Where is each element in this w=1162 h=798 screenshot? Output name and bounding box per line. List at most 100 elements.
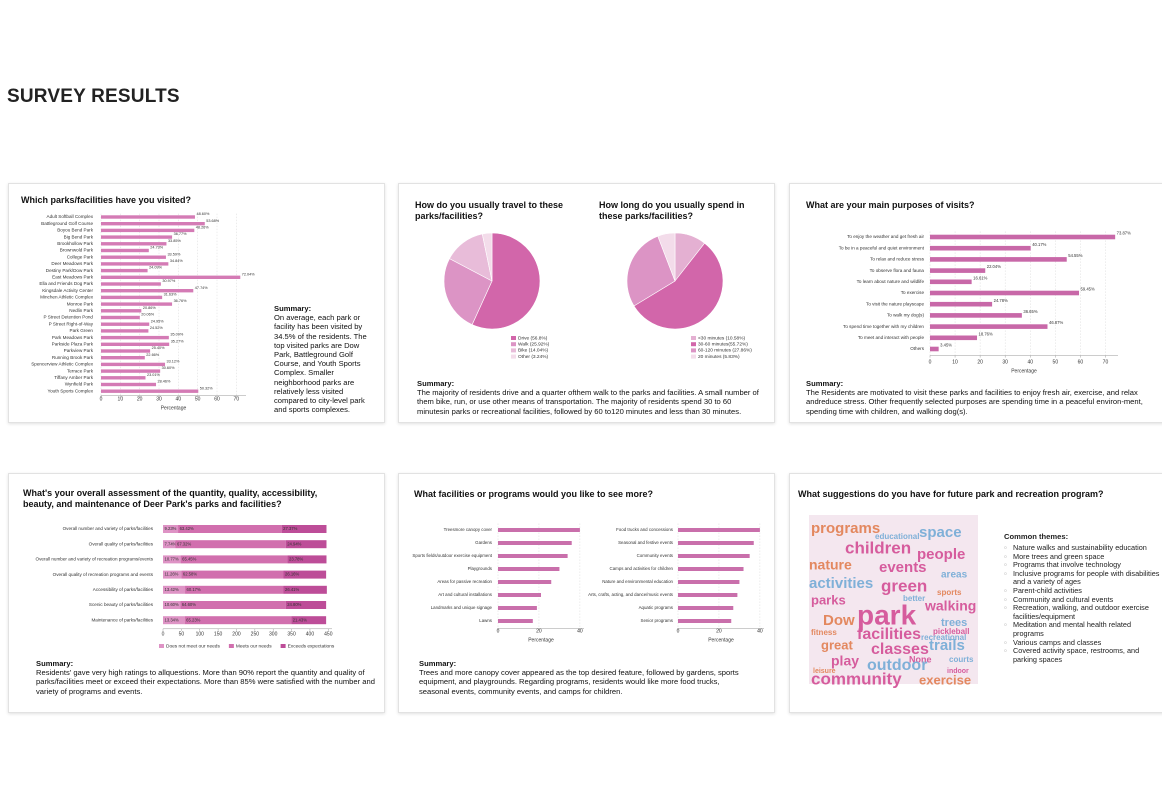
data-label: 47.74%: [195, 286, 209, 290]
panel: What facilities or programs would you li…: [398, 473, 775, 713]
bar: [101, 255, 166, 259]
segment-label: 9.23%: [165, 526, 177, 531]
cloud-word: areas: [941, 570, 968, 581]
y-tick-label: Community events: [637, 553, 674, 558]
summary-text: The majority of residents drive and a qu…: [417, 388, 759, 416]
y-tick-label: Art and cultural installations: [438, 592, 492, 597]
panel-title: What are your main purposes of visits?: [806, 200, 975, 210]
segment-label: 24.94%: [287, 541, 301, 546]
bar-segment: [163, 585, 186, 594]
data-label: 30.60%: [162, 366, 176, 370]
cloud-word: activities: [809, 575, 873, 592]
segment-label: 62.58%: [183, 572, 197, 577]
cloud-word: parks: [811, 592, 846, 607]
bar: [498, 528, 580, 532]
data-label: 16.61%: [973, 275, 987, 280]
data-label: 53.68%: [206, 219, 220, 223]
bar: [101, 349, 151, 353]
bar: [930, 234, 1116, 240]
bar: [930, 268, 986, 273]
y-tick-label: Lawns: [479, 618, 492, 623]
panel-title: What's your overall assessment of the qu…: [23, 488, 318, 509]
data-label: 31.63%: [164, 293, 178, 297]
x-tick-label: 70: [234, 396, 240, 402]
y-tick-label: Nedlin Park: [69, 308, 93, 313]
bar-segment: [163, 555, 181, 564]
bar-segment: [163, 525, 179, 533]
y-tick-label: Gardens: [475, 540, 493, 545]
y-tick-label: Kingsdale Activity Center: [42, 288, 93, 293]
cloud-word: None: [909, 654, 932, 664]
cloud-word: pickleball: [933, 627, 969, 636]
y-tick-label: Overall quality of parks/facilities: [89, 541, 154, 546]
bar-segment: [285, 540, 327, 549]
y-tick-label: To relax and reduce stress: [870, 257, 925, 262]
panel-title: What facilities or programs would you li…: [414, 489, 654, 499]
y-tick-label: Youth Sports Complex: [47, 388, 93, 393]
data-label: 18.76%: [979, 331, 993, 336]
bar-segment: [287, 555, 327, 564]
data-label: 22.66%: [146, 353, 160, 357]
y-tick-label: Scenic beauty of parks/facilities: [89, 602, 154, 607]
x-axis-label: Percentage: [161, 405, 187, 411]
data-label: 24.09%: [149, 266, 163, 270]
data-label: 48.60%: [196, 212, 210, 216]
bar-segment: [291, 616, 327, 625]
bar: [678, 554, 750, 558]
bar: [101, 315, 140, 320]
bar: [930, 279, 972, 285]
segment-label: 10.60%: [165, 602, 179, 607]
legend-label: Bike (14.04%): [518, 348, 549, 354]
chart: 0 10 20 30 40 50 60 70 Percentage Adult Softball …: [31, 212, 255, 411]
bar: [101, 275, 241, 279]
cloud-word: classes: [871, 641, 929, 658]
pie-slice: [481, 232, 493, 282]
segment-label: 64.60%: [182, 602, 196, 607]
x-tick-label: 30: [1002, 359, 1008, 365]
legend-label: Other (3.24%): [518, 354, 549, 360]
panel: What are your main purposes of visits? 0…: [789, 183, 1162, 423]
data-label: 50.32%: [200, 386, 214, 390]
bar: [930, 313, 1022, 318]
bar: [678, 541, 754, 545]
data-label: 36.77%: [174, 232, 188, 236]
data-label: 40.17%: [1032, 242, 1046, 247]
cloud-word: community: [811, 669, 902, 688]
y-tick-label: Park Meadows Park: [52, 335, 94, 340]
bar: [498, 619, 533, 623]
y-tick-label: Playgrounds: [468, 566, 493, 571]
data-label: 20.86%: [143, 306, 157, 310]
segment-label: 63.42%: [180, 526, 194, 531]
y-tick-label: Park Green: [70, 328, 94, 333]
bar-segment: [185, 585, 284, 594]
bar: [498, 580, 552, 584]
bar: [930, 257, 1067, 262]
data-label: 20.06%: [141, 313, 155, 317]
pie-slice: [657, 232, 676, 282]
bar: [930, 346, 939, 352]
cloud-word: sports: [937, 588, 962, 597]
bar: [101, 222, 205, 226]
panel-title: What suggestions do you have for future …: [798, 489, 1104, 499]
legend-swatch: [691, 336, 696, 340]
data-label: 35.27%: [171, 339, 185, 343]
bar-segment: [180, 555, 288, 564]
bar: [498, 554, 568, 558]
y-tick-label: Areas for passive recreation: [437, 579, 492, 584]
bar: [498, 541, 572, 545]
y-tick-label: Treesmore canopy cover: [444, 527, 493, 532]
cloud-word: green: [881, 576, 927, 595]
y-tick-label: To observe flora and fauna: [870, 268, 925, 273]
bar: [101, 309, 142, 313]
segment-label: 11.26%: [165, 572, 179, 577]
bar: [101, 382, 157, 387]
bar-segment: [285, 601, 327, 609]
y-tick-label: Spencerview Athletic Complex: [31, 362, 93, 367]
y-tick-label: P Street Right-of-Way: [49, 321, 94, 326]
bar: [101, 362, 166, 367]
bar: [101, 356, 145, 360]
x-axis-label: Percentage: [528, 637, 554, 643]
x-tick-label: 450: [324, 631, 333, 637]
cloud-word: great: [821, 637, 853, 652]
